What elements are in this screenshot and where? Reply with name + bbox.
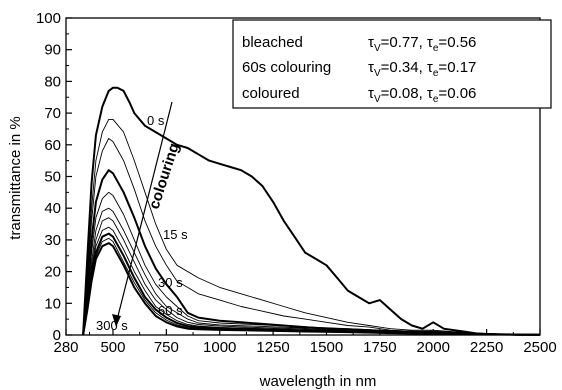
y-tick-label-60: 60 bbox=[44, 137, 61, 154]
series-line-4 bbox=[82, 191, 541, 336]
y-tick-label-0: 0 bbox=[53, 327, 61, 344]
colouring-annotation: colouring bbox=[146, 141, 183, 211]
axes-layer: 280 500 750 1000 1250 1500 1750 2000 2250 2500 0 10… bbox=[36, 10, 557, 356]
x-tick-label-2000: 2000 bbox=[417, 339, 450, 356]
series-layer bbox=[82, 86, 541, 336]
y-tick-label-70: 70 bbox=[44, 105, 61, 122]
y-tick-label-90: 90 bbox=[44, 42, 61, 59]
legend-row-3-label: coloured bbox=[242, 85, 300, 102]
legend-box: bleached 60s colouring coloured τV=0.77,… bbox=[232, 19, 552, 109]
legend-row-1-taus: τV=0.77, τe=0.56 bbox=[368, 34, 476, 54]
series-line-7 bbox=[82, 226, 541, 336]
y-tick-label-100: 100 bbox=[36, 10, 61, 27]
legend-row-1-label: bleached bbox=[242, 34, 303, 51]
y-tick-label-80: 80 bbox=[44, 73, 61, 90]
time-label-60s: 60 s bbox=[158, 303, 183, 318]
time-label-15s: 15 s bbox=[163, 227, 188, 242]
colouring-arrow bbox=[112, 101, 173, 327]
colouring-arrow-head bbox=[112, 314, 121, 327]
x-tick-label-2500: 2500 bbox=[523, 339, 556, 356]
colouring-arrow-shaft bbox=[116, 101, 173, 321]
time-label-0s: 0 s bbox=[147, 113, 165, 128]
y-tick-label-10: 10 bbox=[44, 295, 61, 312]
x-tick-label-1250: 1250 bbox=[256, 339, 289, 356]
x-tick-label-750: 750 bbox=[154, 339, 179, 356]
legend-frame bbox=[232, 19, 552, 109]
x-tick-label-500: 500 bbox=[100, 339, 125, 356]
series-line-10 bbox=[82, 242, 541, 336]
time-label-30s: 30 s bbox=[158, 275, 183, 290]
y-tick-label-20: 20 bbox=[44, 264, 61, 281]
legend-row-2-taus: τV=0.34, τe=0.17 bbox=[368, 59, 476, 79]
legend-row-2-label: 60s colouring bbox=[242, 59, 331, 76]
y-axis-label: transmittance in % bbox=[7, 116, 24, 239]
series-line-1 bbox=[82, 118, 541, 336]
x-tick-label-1000: 1000 bbox=[203, 339, 236, 356]
y-tick-label-40: 40 bbox=[44, 200, 61, 217]
series-line-5 bbox=[82, 207, 541, 336]
x-tick-label-1750: 1750 bbox=[363, 339, 396, 356]
x-tick-label-2250: 2250 bbox=[470, 339, 503, 356]
x-tick-label-280: 280 bbox=[53, 339, 78, 356]
time-label-300s: 300 s bbox=[96, 318, 128, 333]
x-tick-label-1500: 1500 bbox=[310, 339, 343, 356]
y-tick-label-30: 30 bbox=[44, 232, 61, 249]
legend-row-3-taus: τV=0.08, τe=0.06 bbox=[368, 85, 476, 105]
y-tick-label-50: 50 bbox=[44, 169, 61, 186]
x-axis-label: wavelength in nm bbox=[259, 373, 377, 390]
series-line-0 bbox=[82, 86, 540, 336]
